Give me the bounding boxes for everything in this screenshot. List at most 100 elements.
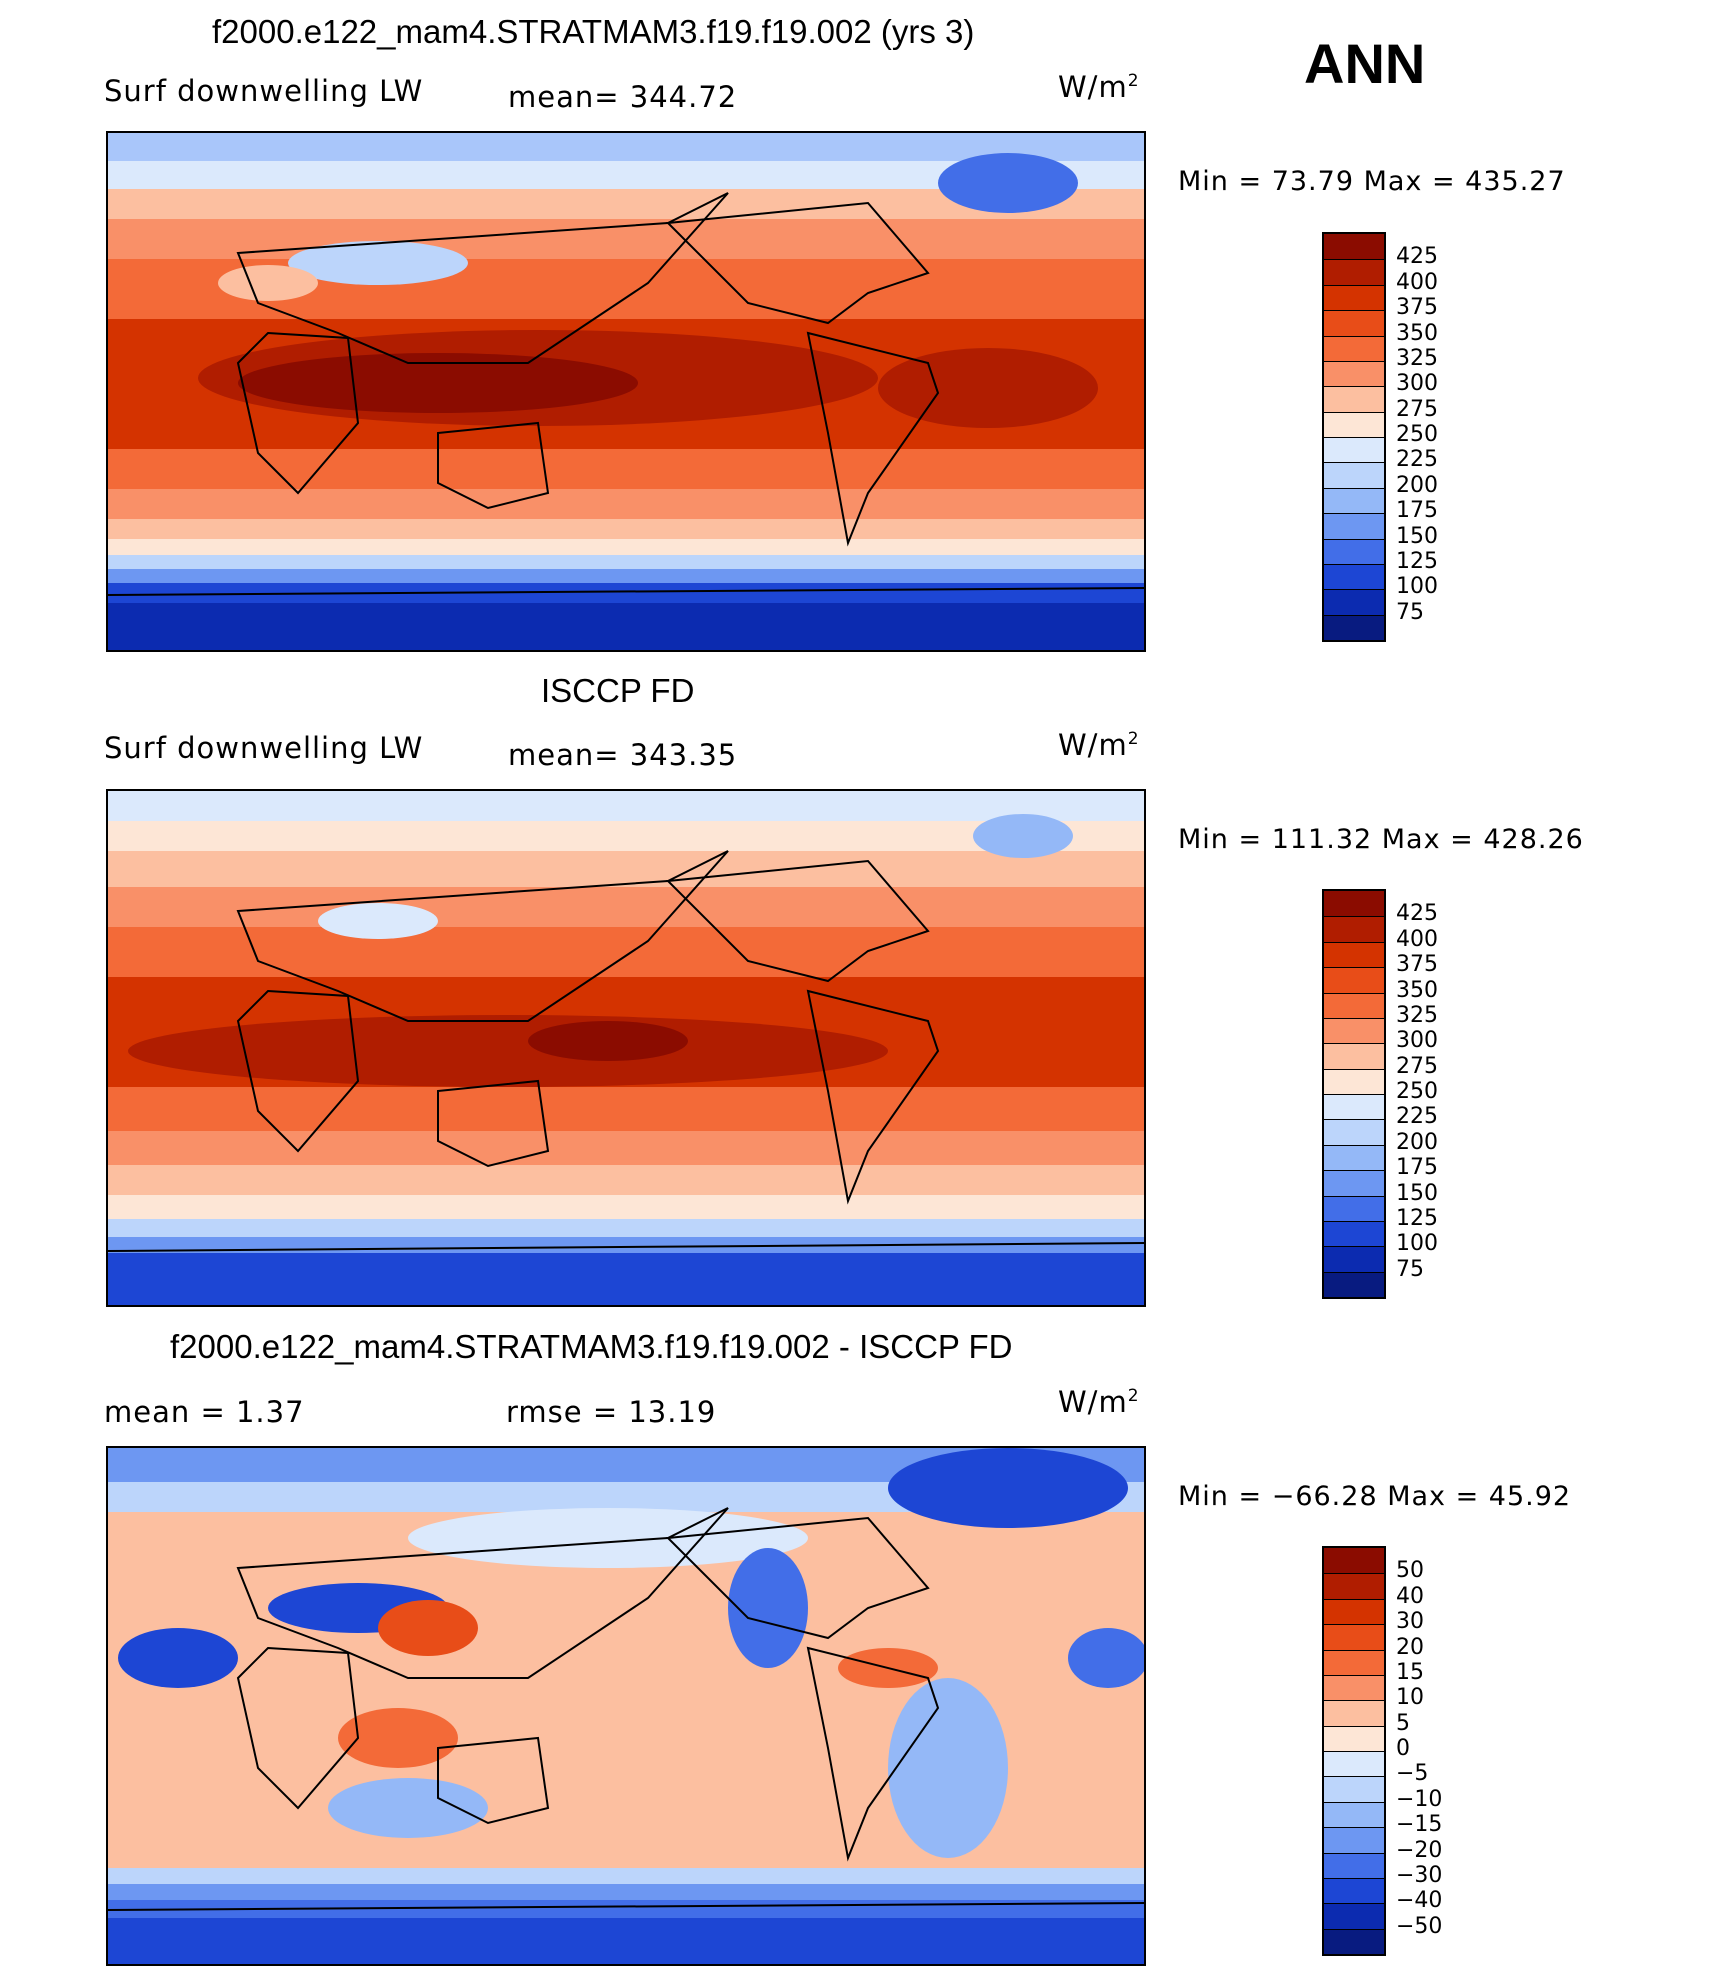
colorbar-tick-label: 15 xyxy=(1396,1659,1424,1685)
panel-2-units: W/m2 xyxy=(1058,728,1140,762)
colorbar-tick-label: 75 xyxy=(1396,1256,1424,1282)
colorbar-swatch xyxy=(1324,1751,1384,1777)
colorbar-swatch xyxy=(1324,1877,1384,1904)
colorbar-swatch xyxy=(1324,891,1384,917)
colorbar-tick-label: 400 xyxy=(1396,926,1438,952)
colorbar-swatch xyxy=(1324,1170,1384,1196)
colorbar-swatch xyxy=(1324,386,1384,412)
colorbar-tick-label: 200 xyxy=(1396,1129,1438,1155)
colorbar-swatch xyxy=(1324,1094,1384,1120)
panel-1-mean-label: mean= 344.72 xyxy=(508,80,738,114)
colorbar-swatch xyxy=(1324,1624,1384,1650)
colorbar-tick-label: −15 xyxy=(1396,1812,1443,1838)
colorbar-swatch xyxy=(1324,1903,1384,1929)
colorbar-tick-label: 250 xyxy=(1396,1079,1438,1104)
colorbar-tick-label: 100 xyxy=(1396,1231,1438,1257)
panel-2-minmax: Min = 111.32 Max = 428.26 xyxy=(1178,824,1584,855)
colorbar-tick-label: 200 xyxy=(1396,472,1438,498)
colorbar-tick-label: 175 xyxy=(1396,1155,1438,1181)
colorbar-tick-label: −5 xyxy=(1396,1761,1429,1787)
colorbar-tick-label: 400 xyxy=(1396,269,1438,295)
colorbar-swatch xyxy=(1324,284,1384,311)
colorbar-swatch xyxy=(1324,1928,1384,1954)
colorbar-swatch xyxy=(1324,1043,1384,1069)
colorbar-swatch xyxy=(1324,1246,1384,1272)
colorbar-swatch xyxy=(1324,967,1384,993)
colorbar-swatch xyxy=(1324,992,1384,1018)
panel-1-variable-label: Surf downwelling LW xyxy=(104,74,424,108)
colorbar-swatch xyxy=(1324,462,1384,488)
colorbar-swatch xyxy=(1324,1271,1384,1297)
panel-3-rmse-label: rmse = 13.19 xyxy=(506,1395,717,1429)
colorbar-tick-label: 275 xyxy=(1396,396,1438,422)
colorbar-tick-label: −30 xyxy=(1396,1862,1443,1888)
colorbar-swatch xyxy=(1324,411,1384,437)
colorbar-tick-label: 275 xyxy=(1396,1053,1438,1079)
panel-3-units: W/m2 xyxy=(1058,1385,1140,1419)
colorbar-tick-label: 125 xyxy=(1396,548,1438,574)
colorbar-swatch xyxy=(1324,1827,1384,1853)
colorbar-tick-label: 375 xyxy=(1396,952,1438,978)
colorbar-tick-label: −40 xyxy=(1396,1888,1443,1914)
colorbar-swatch xyxy=(1324,1195,1384,1221)
colorbar-tick-label: 300 xyxy=(1396,1028,1438,1054)
panel-2-variable-label: Surf downwelling LW xyxy=(104,731,424,765)
colorbar-tick-label: 5 xyxy=(1396,1710,1410,1736)
colorbar-swatch xyxy=(1324,1852,1384,1878)
colorbar-swatch xyxy=(1324,437,1384,463)
panel-1-title: f2000.e122_mam4.STRATMAM3.f19.f19.002 (y… xyxy=(212,13,975,50)
colorbar-swatch xyxy=(1324,259,1384,285)
colorbar-tick-label: 100 xyxy=(1396,574,1438,600)
colorbar-swatch xyxy=(1324,513,1384,539)
colorbar-tick-label: 10 xyxy=(1396,1685,1424,1711)
colorbar-swatch xyxy=(1324,538,1384,564)
panel-1-units: W/m2 xyxy=(1058,70,1140,104)
colorbar-swatch xyxy=(1324,360,1384,387)
colorbar-tick-label: −50 xyxy=(1396,1913,1443,1939)
panel-2-title: ISCCP FD xyxy=(541,672,695,709)
colorbar-tick-label: 30 xyxy=(1396,1609,1424,1635)
colorbar-tick-label: 75 xyxy=(1396,599,1424,625)
panel-2-map-svg xyxy=(108,791,1144,1305)
colorbar-tick-label: 175 xyxy=(1396,498,1438,524)
colorbar-tick-label: 150 xyxy=(1396,523,1438,549)
colorbar-swatch xyxy=(1324,1144,1384,1171)
panel-3-mean-label: mean = 1.37 xyxy=(104,1395,305,1429)
season-label: ANN xyxy=(1304,32,1426,95)
colorbar-swatch xyxy=(1324,310,1384,336)
colorbar-swatch xyxy=(1324,916,1384,942)
colorbar-tick-label: 150 xyxy=(1396,1180,1438,1206)
colorbar-swatch xyxy=(1324,234,1384,260)
panel-1-map xyxy=(106,131,1146,652)
colorbar-swatch xyxy=(1324,1598,1384,1625)
panel-3-map xyxy=(106,1446,1146,1966)
colorbar-tick-label: 125 xyxy=(1396,1205,1438,1231)
colorbar-tick-label: 325 xyxy=(1396,1002,1438,1028)
colorbar-swatch xyxy=(1324,1573,1384,1599)
colorbar-swatch xyxy=(1324,563,1384,590)
panel-2-mean-label: mean= 343.35 xyxy=(508,738,738,772)
colorbar-swatch xyxy=(1324,1017,1384,1044)
colorbar-swatch xyxy=(1324,335,1384,361)
panel-2-map xyxy=(106,789,1146,1307)
colorbar-swatch xyxy=(1324,941,1384,968)
colorbar-swatch xyxy=(1324,1776,1384,1802)
colorbar-swatch xyxy=(1324,614,1384,640)
colorbar-tick-label: −20 xyxy=(1396,1837,1443,1863)
colorbar-tick-label: 20 xyxy=(1396,1634,1424,1660)
panel-1-map-svg xyxy=(108,133,1144,650)
colorbar-swatch xyxy=(1324,1220,1384,1247)
colorbar-swatch xyxy=(1324,589,1384,615)
colorbar-tick-label: 250 xyxy=(1396,422,1438,447)
panel-3-colorbar xyxy=(1322,1546,1386,1956)
colorbar-swatch xyxy=(1324,1119,1384,1145)
colorbar-swatch xyxy=(1324,1649,1384,1675)
colorbar-tick-label: 350 xyxy=(1396,977,1438,1003)
colorbar-tick-label: 50 xyxy=(1396,1558,1424,1584)
panel-3-title: f2000.e122_mam4.STRATMAM3.f19.f19.002 - … xyxy=(170,1328,1013,1365)
panel-1-minmax: Min = 73.79 Max = 435.27 xyxy=(1178,166,1566,197)
colorbar-swatch xyxy=(1324,1548,1384,1574)
colorbar-tick-label: 425 xyxy=(1396,901,1438,927)
panel-2-colorbar xyxy=(1322,889,1386,1299)
colorbar-tick-label: −10 xyxy=(1396,1786,1443,1812)
